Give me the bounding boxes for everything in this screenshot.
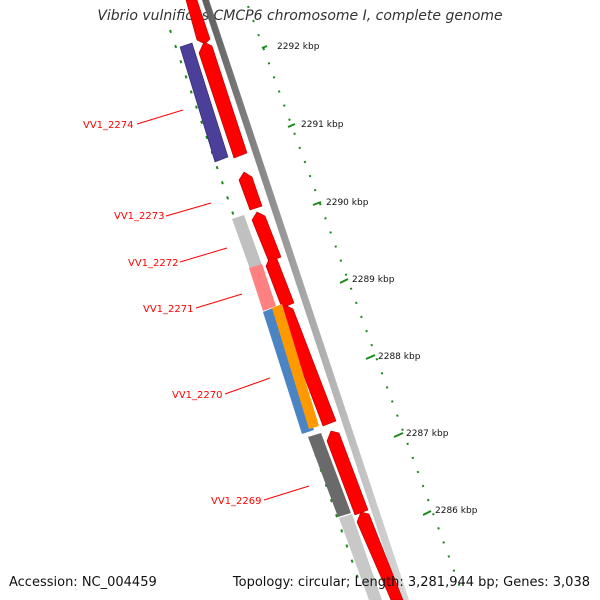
cds-feature[interactable] xyxy=(356,511,404,600)
cds-feature[interactable] xyxy=(265,256,295,309)
feature-vv1-2274[interactable] xyxy=(179,42,229,163)
backbone-band xyxy=(202,0,409,600)
feature-next[interactable] xyxy=(339,514,382,600)
gene-label-vv1-2273[interactable]: VV1_2273 xyxy=(114,211,165,222)
ruler-tick xyxy=(393,432,404,438)
gene-label-vv1-2269[interactable]: VV1_2269 xyxy=(211,496,262,507)
leader-line xyxy=(263,485,310,501)
leader-line xyxy=(224,377,271,395)
tick-label-2291: 2291 kbp xyxy=(301,120,344,130)
tick-label-2288: 2288 kbp xyxy=(378,352,421,362)
gene-label-vv1-2274[interactable]: VV1_2274 xyxy=(83,120,134,131)
ruler-major-ticks xyxy=(261,45,432,516)
reverse-feature-track xyxy=(179,42,382,600)
ruler-tick xyxy=(287,123,296,128)
outer-ruler: 2292 kbp 2291 kbp 2290 kbp 2289 kbp 2288… xyxy=(247,5,478,591)
forward-cds-track xyxy=(185,0,404,600)
cds-feature[interactable] xyxy=(251,211,282,263)
cds-feature[interactable] xyxy=(238,171,263,211)
tick-label-2286: 2286 kbp xyxy=(435,506,478,516)
inner-ruler-ticks xyxy=(169,29,363,591)
inner-ruler xyxy=(169,29,363,591)
gene-label-vv1-2271[interactable]: VV1_2271 xyxy=(143,304,194,315)
cds-feature[interactable] xyxy=(198,41,248,159)
feature-vv1-2271[interactable] xyxy=(249,264,276,311)
tick-label-2289: 2289 kbp xyxy=(352,275,395,285)
accession-label: Accession: NC_004459 xyxy=(9,575,157,590)
ruler-tick xyxy=(365,354,376,360)
genome-info-label: Topology: circular; Length: 3,281,944 bp… xyxy=(232,575,590,590)
gene-labels xyxy=(136,109,310,501)
ruler-tick xyxy=(339,278,349,284)
feature-vv1-2269[interactable] xyxy=(308,433,351,517)
tick-label-2292: 2292 kbp xyxy=(277,42,320,52)
tick-label-2287: 2287 kbp xyxy=(406,429,449,439)
ruler-tick xyxy=(261,45,268,49)
leader-line xyxy=(136,109,184,125)
cds-feature[interactable] xyxy=(279,304,337,427)
gene-label-vv1-2272[interactable]: VV1_2272 xyxy=(128,258,179,269)
ruler-tick xyxy=(422,510,432,516)
tick-label-2290: 2290 kbp xyxy=(326,198,369,208)
leader-line xyxy=(165,202,212,217)
feature-vv1-2270-b[interactable] xyxy=(272,304,319,429)
feature-vv1-2272[interactable] xyxy=(232,215,262,269)
backbone xyxy=(202,0,409,600)
leader-line xyxy=(179,247,228,263)
ruler-tick xyxy=(312,201,322,206)
cds-feature[interactable] xyxy=(185,0,211,45)
leader-line xyxy=(195,293,243,309)
gene-label-vv1-2270[interactable]: VV1_2270 xyxy=(172,390,223,401)
cds-feature[interactable] xyxy=(326,430,369,516)
